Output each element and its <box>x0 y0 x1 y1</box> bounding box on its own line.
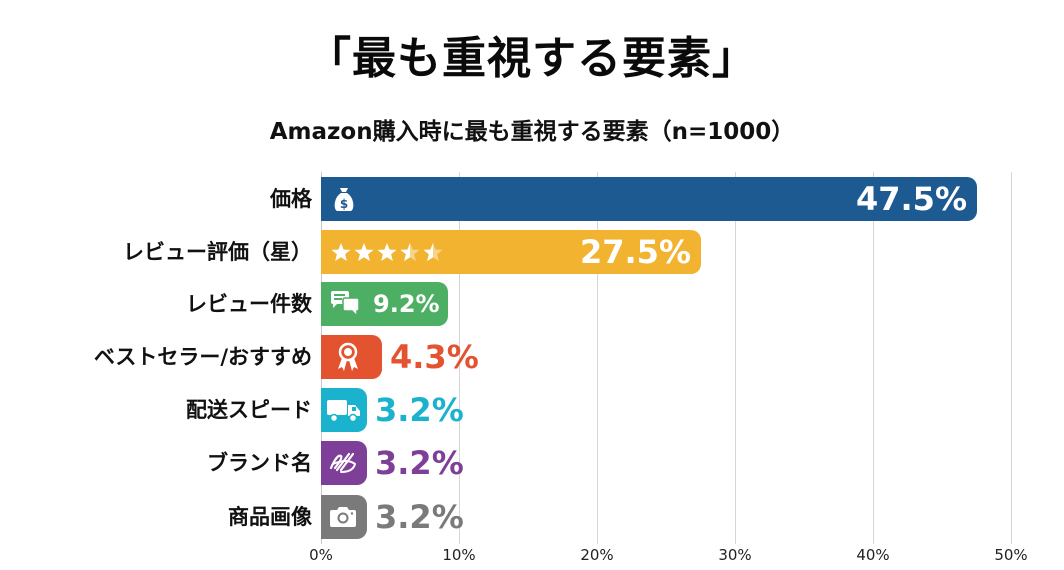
value-label: 3.2% <box>375 444 464 482</box>
x-tick: 10% <box>442 546 476 564</box>
bar-product-image <box>321 495 367 539</box>
money-bag-icon: $ <box>329 184 359 214</box>
bar-review-count: 9.2% <box>321 282 448 326</box>
award-ribbon-icon <box>335 342 361 372</box>
gridline-10 <box>459 172 460 544</box>
category-label: レビュー評価（星） <box>123 240 312 264</box>
x-tick: 40% <box>856 546 890 564</box>
bar-brand-name <box>321 441 367 485</box>
bar-delivery-speed <box>321 388 367 432</box>
category-label: ベストセラー/おすすめ <box>93 345 312 369</box>
value-label: 47.5% <box>855 180 967 218</box>
gridline-50 <box>1011 172 1012 544</box>
value-label: 9.2% <box>373 290 440 318</box>
bar-bestseller <box>321 335 382 379</box>
value-label: 3.2% <box>375 391 464 429</box>
value-label: 27.5% <box>579 233 691 271</box>
chart-title: 「最も重視する要素」 <box>307 33 757 84</box>
x-tick: 20% <box>580 546 614 564</box>
bar-price: $ 47.5% <box>321 177 977 221</box>
category-label: ブランド名 <box>207 451 312 475</box>
category-label: 商品画像 <box>228 505 312 529</box>
gridline-40 <box>873 172 874 544</box>
chat-bubbles-icon <box>329 290 361 318</box>
delivery-truck-icon <box>326 397 362 423</box>
stars-rating-icon <box>329 241 449 263</box>
x-tick: 0% <box>309 546 333 564</box>
value-label: 3.2% <box>375 498 464 536</box>
bar-review-rating: 27.5% <box>321 230 701 274</box>
gridline-30 <box>735 172 736 544</box>
svg-text:$: $ <box>340 197 348 211</box>
gridline-20 <box>597 172 598 544</box>
value-label: 4.3% <box>390 338 479 376</box>
chart-subtitle: Amazon購入時に最も重視する要素（n=1000） <box>269 119 795 145</box>
category-label: 配送スピード <box>186 398 312 422</box>
camera-icon <box>328 505 358 529</box>
x-tick: 30% <box>718 546 752 564</box>
category-label: レビュー件数 <box>186 292 312 316</box>
brand-signature-icon <box>327 450 359 476</box>
category-label: 価格 <box>270 187 312 211</box>
x-tick: 50% <box>994 546 1028 564</box>
